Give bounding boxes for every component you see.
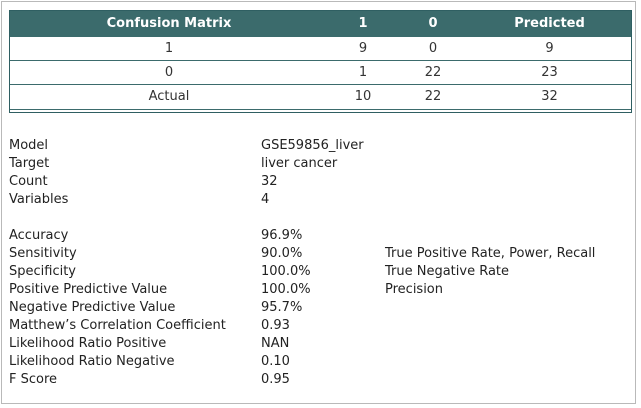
note-sensitivity: True Positive Rate, Power, Recall <box>385 246 596 261</box>
table-row: Actual 10 22 32 <box>10 85 631 109</box>
table-row: 0 1 22 23 <box>10 61 631 85</box>
metric-row-specificity: Specificity 100.0% True Negative Rate <box>9 263 629 281</box>
value-ppv: 100.0% <box>261 282 311 297</box>
metric-row-ppv: Positive Predictive Value 100.0% Precisi… <box>9 281 629 299</box>
header-predicted-1: 1 <box>358 16 368 31</box>
confusion-matrix-table: Confusion Matrix 1 0 Predicted 1 9 0 9 0… <box>9 10 632 113</box>
row-label: Actual <box>148 89 190 104</box>
value-sensitivity: 90.0% <box>261 246 303 261</box>
cell-value: 9 <box>358 41 368 56</box>
metric-row-mcc: Matthew’s Correlation Coefficient 0.93 <box>9 317 629 335</box>
value-variables: 4 <box>261 192 270 207</box>
value-npv: 95.7% <box>261 300 303 315</box>
metric-row-accuracy: Accuracy 96.9% <box>9 227 629 245</box>
cell-total: 9 <box>545 41 554 56</box>
label-model: Model <box>9 138 49 153</box>
label-target: Target <box>9 156 50 171</box>
cell-total: 23 <box>541 65 558 80</box>
label-count: Count <box>9 174 48 189</box>
table-bottom-border <box>10 109 631 112</box>
label-mcc: Matthew’s Correlation Coefficient <box>9 318 226 333</box>
confusion-matrix-header: Confusion Matrix 1 0 Predicted <box>10 11 631 37</box>
cell-value: 10 <box>354 89 372 104</box>
cell-value: 22 <box>424 89 442 104</box>
metric-row-npv: Negative Predictive Value 95.7% <box>9 299 629 317</box>
cell-value: 1 <box>358 65 368 80</box>
header-predicted-0: 0 <box>428 16 438 31</box>
cell-value: 22 <box>424 65 442 80</box>
summary-row-count: Count 32 <box>9 173 629 191</box>
metric-row-lr-negative: Likelihood Ratio Negative 0.10 <box>9 353 629 371</box>
label-lr-positive: Likelihood Ratio Positive <box>9 336 167 351</box>
value-lr-positive: NAN <box>261 336 290 351</box>
summary-row-model: Model GSE59856_liver <box>9 137 629 155</box>
row-label: 0 <box>164 65 174 80</box>
value-accuracy: 96.9% <box>261 228 303 243</box>
cell-value: 0 <box>428 41 438 56</box>
label-specificity: Specificity <box>9 264 76 279</box>
value-specificity: 100.0% <box>261 264 311 279</box>
summary-row-target: Target liver cancer <box>9 155 629 173</box>
value-target: liver cancer <box>261 156 338 171</box>
value-model: GSE59856_liver <box>261 138 364 153</box>
label-accuracy: Accuracy <box>9 228 69 243</box>
metric-row-lr-positive: Likelihood Ratio Positive NAN <box>9 335 629 353</box>
summary-row-variables: Variables 4 <box>9 191 629 209</box>
report-panel: Confusion Matrix 1 0 Predicted 1 9 0 9 0… <box>1 1 636 404</box>
metric-row-sensitivity: Sensitivity 90.0% True Positive Rate, Po… <box>9 245 629 263</box>
cell-total: 32 <box>541 89 558 104</box>
label-sensitivity: Sensitivity <box>9 246 77 261</box>
label-variables: Variables <box>9 192 69 207</box>
row-label: 1 <box>164 41 174 56</box>
note-specificity: True Negative Rate <box>385 264 510 279</box>
table-row: 1 9 0 9 <box>10 37 631 61</box>
label-ppv: Positive Predictive Value <box>9 282 168 297</box>
value-count: 32 <box>261 174 278 189</box>
value-lr-negative: 0.10 <box>261 354 290 369</box>
note-ppv: Precision <box>385 282 444 297</box>
metric-row-f-score: F Score 0.95 <box>9 371 629 389</box>
label-npv: Negative Predictive Value <box>9 300 176 315</box>
header-title: Confusion Matrix <box>106 16 232 31</box>
label-f-score: F Score <box>9 372 58 387</box>
value-mcc: 0.93 <box>261 318 290 333</box>
value-f-score: 0.95 <box>261 372 290 387</box>
header-predicted-total: Predicted <box>514 16 585 31</box>
label-lr-negative: Likelihood Ratio Negative <box>9 354 175 369</box>
